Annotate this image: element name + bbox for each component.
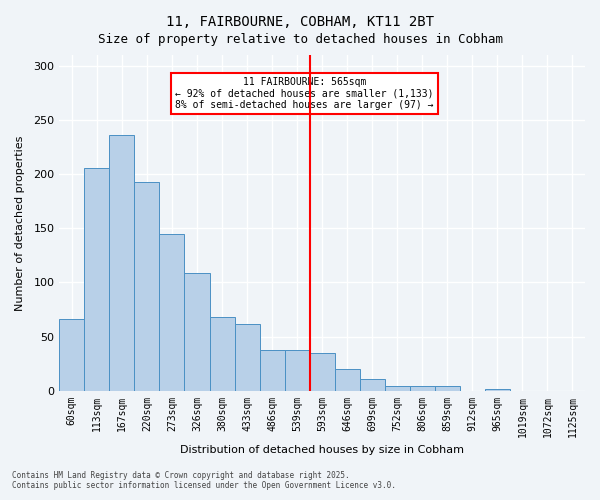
Bar [435, 386, 460, 390]
Bar [184, 272, 209, 390]
Bar [485, 388, 510, 390]
Bar [410, 386, 435, 390]
Bar [385, 386, 410, 390]
Text: 11 FAIRBOURNE: 565sqm
← 92% of detached houses are smaller (1,133)
8% of semi-de: 11 FAIRBOURNE: 565sqm ← 92% of detached … [175, 76, 434, 110]
Bar [360, 379, 385, 390]
Bar [235, 324, 260, 390]
Bar [109, 135, 134, 390]
Text: 11, FAIRBOURNE, COBHAM, KT11 2BT: 11, FAIRBOURNE, COBHAM, KT11 2BT [166, 15, 434, 29]
Bar [134, 182, 160, 390]
Y-axis label: Number of detached properties: Number of detached properties [15, 135, 25, 310]
X-axis label: Distribution of detached houses by size in Cobham: Distribution of detached houses by size … [180, 445, 464, 455]
Bar [160, 234, 184, 390]
Bar [59, 319, 85, 390]
Bar [284, 350, 310, 391]
Text: Contains HM Land Registry data © Crown copyright and database right 2025.
Contai: Contains HM Land Registry data © Crown c… [12, 470, 396, 490]
Bar [260, 350, 284, 391]
Bar [209, 317, 235, 390]
Bar [335, 369, 360, 390]
Text: Size of property relative to detached houses in Cobham: Size of property relative to detached ho… [97, 32, 503, 46]
Bar [310, 353, 335, 391]
Bar [85, 168, 109, 390]
